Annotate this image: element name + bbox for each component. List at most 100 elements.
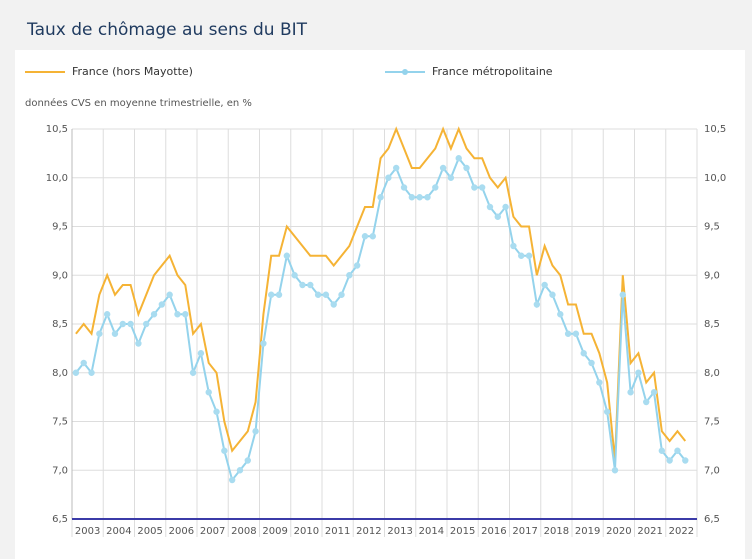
x-tick-label: 2017 bbox=[512, 526, 537, 537]
chart-panel bbox=[15, 50, 745, 559]
legend-marker bbox=[402, 69, 408, 75]
data-point bbox=[541, 281, 548, 289]
data-point bbox=[564, 330, 572, 337]
data-point bbox=[228, 476, 236, 484]
y2-tick-label: 7,0 bbox=[704, 465, 720, 476]
data-point bbox=[291, 272, 298, 279]
data-point bbox=[307, 281, 314, 289]
data-point bbox=[408, 194, 416, 201]
x-tick-label: 2014 bbox=[419, 526, 444, 537]
data-point bbox=[96, 330, 103, 337]
data-point bbox=[627, 389, 634, 396]
data-point bbox=[213, 408, 220, 415]
y-tick-label: 10,5 bbox=[46, 124, 68, 135]
data-point bbox=[603, 408, 611, 415]
data-point bbox=[393, 164, 400, 172]
data-point bbox=[455, 155, 462, 162]
x-tick-label: 2009 bbox=[262, 526, 287, 537]
data-point bbox=[150, 311, 158, 318]
data-point bbox=[650, 389, 658, 396]
data-point bbox=[346, 272, 353, 279]
y2-tick-label: 10,5 bbox=[704, 124, 726, 135]
y2-tick-label: 9,5 bbox=[704, 222, 720, 233]
data-point bbox=[182, 311, 189, 318]
data-point bbox=[494, 213, 501, 220]
x-tick-label: 2022 bbox=[669, 526, 694, 537]
data-point bbox=[549, 291, 556, 298]
data-point bbox=[119, 320, 126, 328]
data-point bbox=[611, 467, 619, 474]
data-point bbox=[369, 233, 376, 240]
y2-tick-label: 10,0 bbox=[704, 173, 726, 184]
data-point bbox=[143, 320, 150, 328]
data-point bbox=[502, 203, 509, 211]
y-tick-label: 6,5 bbox=[52, 514, 68, 525]
x-tick-label: 2015 bbox=[450, 526, 475, 537]
data-point bbox=[635, 369, 642, 376]
x-tick-label: 2011 bbox=[325, 526, 350, 537]
data-point bbox=[525, 252, 533, 259]
data-point bbox=[80, 359, 87, 367]
data-point bbox=[103, 311, 111, 318]
data-point bbox=[88, 369, 95, 376]
y-tick-label: 9,0 bbox=[52, 270, 68, 281]
data-point bbox=[424, 194, 431, 201]
data-point bbox=[432, 184, 439, 191]
data-point bbox=[588, 359, 595, 367]
data-point bbox=[557, 311, 564, 318]
data-point bbox=[330, 301, 337, 308]
y-tick-label: 9,5 bbox=[52, 222, 68, 233]
x-tick-label: 2006 bbox=[169, 526, 194, 537]
data-point bbox=[189, 369, 197, 376]
data-point bbox=[385, 174, 392, 181]
data-point bbox=[283, 252, 291, 259]
y2-tick-label: 9,0 bbox=[704, 270, 720, 281]
x-tick-label: 2010 bbox=[294, 526, 319, 537]
chart-subtitle: données CVS en moyenne trimestrielle, en… bbox=[25, 97, 252, 109]
data-point bbox=[166, 291, 173, 298]
data-point bbox=[361, 233, 369, 240]
x-tick-label: 2019 bbox=[575, 526, 600, 537]
data-point bbox=[658, 447, 666, 454]
y-tick-label: 10,0 bbox=[46, 173, 68, 184]
x-tick-label: 2005 bbox=[137, 526, 162, 537]
y2-tick-label: 6,5 bbox=[704, 514, 720, 525]
y-tick-label: 8,5 bbox=[52, 319, 68, 330]
x-tick-label: 2018 bbox=[544, 526, 569, 537]
data-point bbox=[643, 398, 650, 406]
data-point bbox=[572, 330, 580, 337]
data-point bbox=[205, 389, 212, 396]
data-point bbox=[244, 457, 251, 464]
x-tick-label: 2007 bbox=[200, 526, 225, 537]
y2-tick-label: 7,5 bbox=[704, 417, 720, 428]
x-tick-label: 2003 bbox=[75, 526, 100, 537]
data-point bbox=[596, 379, 603, 386]
x-tick-label: 2020 bbox=[606, 526, 631, 537]
legend-label: France métropolitaine bbox=[432, 65, 553, 78]
data-point bbox=[135, 340, 142, 347]
data-point bbox=[275, 291, 283, 298]
legend-label: France (hors Mayotte) bbox=[72, 65, 193, 78]
data-point bbox=[580, 350, 587, 357]
data-point bbox=[471, 184, 478, 191]
data-point bbox=[338, 291, 345, 298]
data-point bbox=[322, 291, 330, 298]
data-point bbox=[447, 174, 455, 181]
y2-tick-label: 8,0 bbox=[704, 368, 720, 379]
data-point bbox=[174, 311, 181, 318]
y2-tick-label: 8,5 bbox=[704, 319, 720, 330]
x-tick-label: 2012 bbox=[356, 526, 381, 537]
data-point bbox=[478, 184, 486, 191]
data-point bbox=[416, 194, 423, 201]
data-point bbox=[111, 330, 119, 337]
x-tick-label: 2021 bbox=[637, 526, 662, 537]
data-point bbox=[268, 291, 275, 298]
data-point bbox=[377, 194, 384, 201]
data-point bbox=[260, 340, 267, 347]
data-point bbox=[252, 428, 259, 435]
x-tick-label: 2008 bbox=[231, 526, 256, 537]
data-point bbox=[236, 467, 244, 474]
series-line bbox=[75, 126, 687, 461]
data-point bbox=[197, 350, 205, 357]
